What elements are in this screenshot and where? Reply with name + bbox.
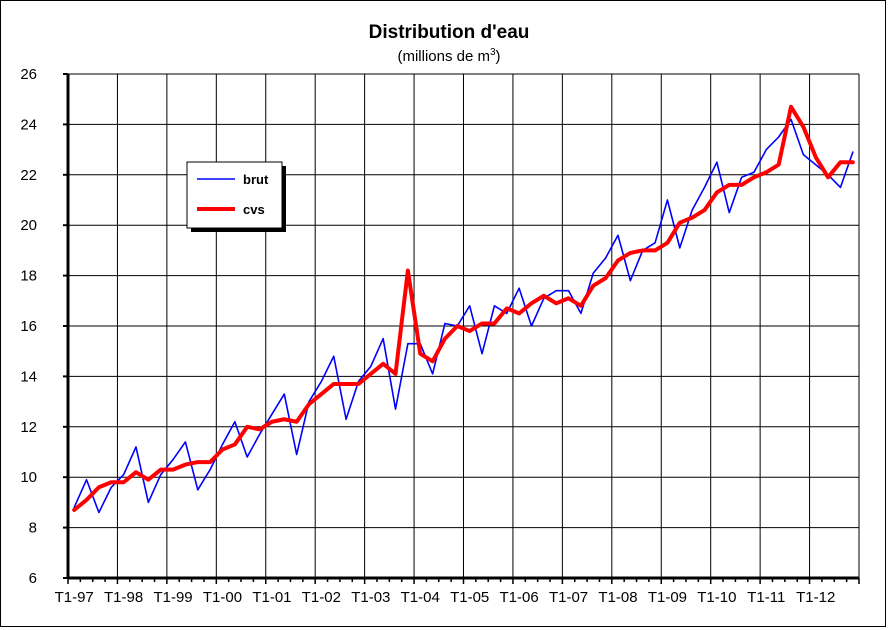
legend-label-brut: brut (243, 172, 269, 187)
y-tick-label: 16 (20, 318, 37, 335)
y-tick-label: 20 (20, 217, 37, 234)
x-tick-label: T1-03 (351, 589, 390, 606)
legend-box (186, 161, 283, 229)
x-tick-label: T1-99 (153, 589, 192, 606)
x-tick-label: T1-08 (598, 589, 637, 606)
y-tick-label: 10 (20, 469, 37, 486)
x-tick-label: T1-07 (549, 589, 588, 606)
x-tick-label: T1-98 (104, 589, 143, 606)
x-tick-label: T1-11 (747, 589, 785, 606)
x-tick-label: T1-02 (302, 589, 341, 606)
y-tick-label: 26 (20, 66, 37, 83)
x-tick-label: T1-00 (203, 589, 242, 606)
legend: brut cvs (186, 161, 286, 232)
subtitle-close: ) (496, 48, 501, 65)
x-tick-label: T1-12 (796, 589, 835, 606)
y-tick-label: 12 (20, 419, 37, 436)
series-lines (72, 104, 855, 514)
x-tick-label: T1-10 (697, 589, 736, 606)
y-tick-label: 22 (20, 167, 37, 184)
chart-title: Distribution d'eau (369, 22, 530, 43)
axes: 6 8 10 12 14 16 18 20 22 24 26 T1-97 T1-98 T1-99 T1-00… (20, 66, 860, 606)
y-tick-label: 24 (20, 116, 37, 133)
grid-lines (67, 73, 860, 579)
x-tick-label: T1-04 (401, 589, 440, 606)
y-tick-label: 8 (29, 520, 37, 537)
y-tick-label: 14 (20, 368, 37, 385)
x-tick-label: T1-05 (450, 589, 489, 606)
subtitle-superscript: 3 (490, 47, 496, 58)
x-tick-label: T1-01 (252, 589, 291, 606)
chart-subtitle: (millions de m3) (397, 47, 500, 65)
legend-label-cvs: cvs (243, 202, 265, 217)
y-tick-label: 6 (29, 570, 37, 587)
x-tick-label: T1-09 (648, 589, 687, 606)
series-line-cvs (72, 104, 855, 512)
x-tick-label: T1-97 (55, 589, 94, 606)
subtitle-text: (millions de m (397, 48, 490, 65)
x-tick-label: T1-06 (500, 589, 539, 606)
y-tick-label: 18 (20, 268, 37, 285)
